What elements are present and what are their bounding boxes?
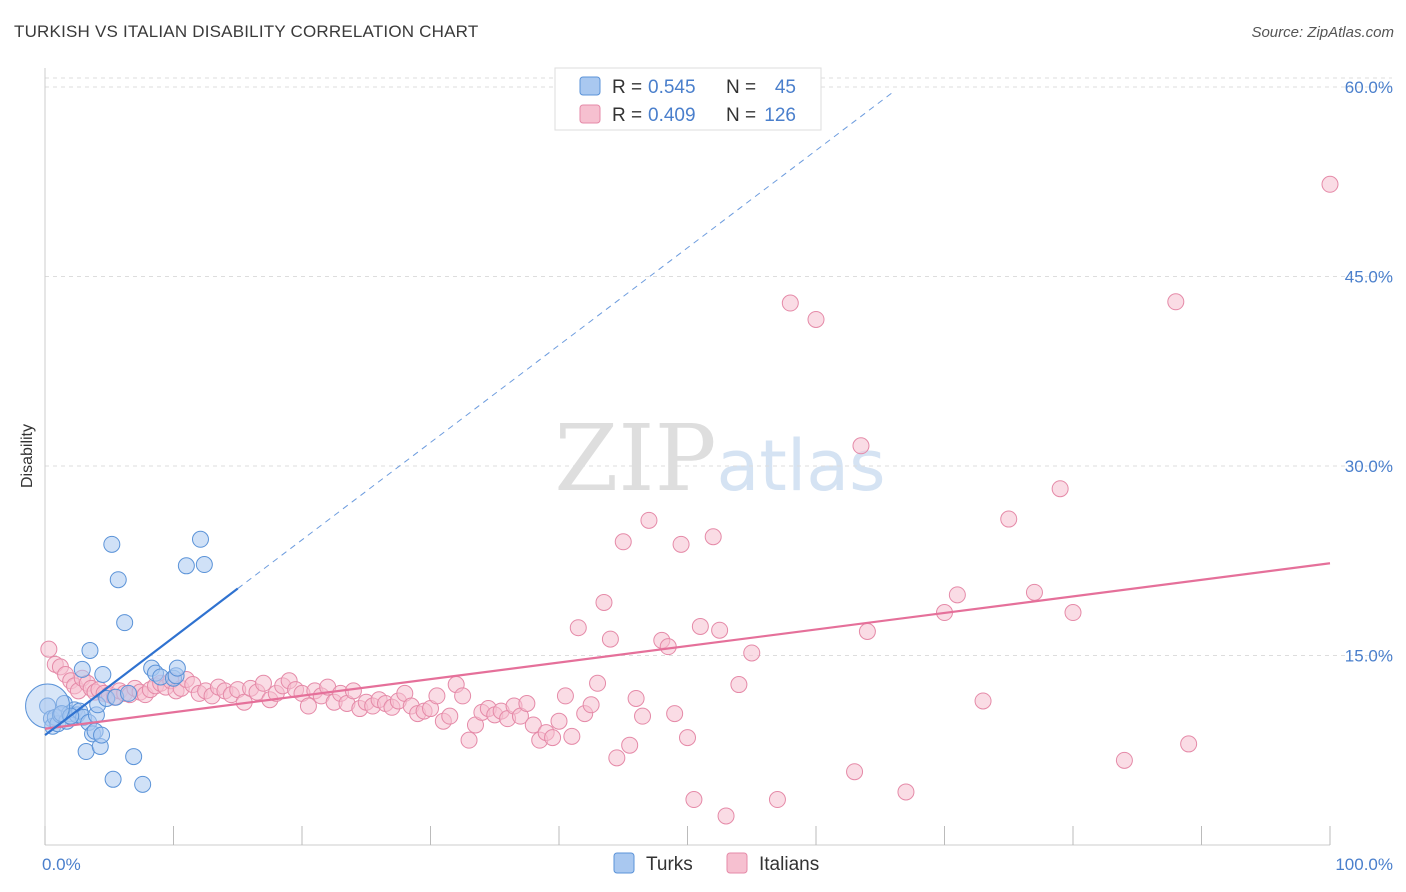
turks-point	[116, 614, 134, 632]
italians-point	[858, 622, 876, 640]
italians-point	[1180, 735, 1198, 753]
italians-point	[254, 674, 272, 692]
italians-point	[743, 644, 761, 662]
y-tick-label: 15.0%	[1345, 647, 1393, 666]
x-tick-label: 100.0%	[1335, 855, 1393, 874]
turks-point	[177, 557, 195, 575]
italians-point	[621, 736, 639, 754]
turks-point	[94, 665, 112, 683]
turks-point	[191, 530, 209, 548]
italians-point	[614, 533, 632, 551]
italians-point	[1000, 510, 1018, 528]
legend-bottom-label-turks: Turks	[646, 854, 693, 875]
turks-point	[125, 748, 143, 766]
italians-point	[608, 749, 626, 767]
italians-point	[852, 437, 870, 455]
turks-point	[134, 775, 152, 793]
italians-point	[807, 310, 825, 328]
italians-point	[685, 791, 703, 809]
italians-point	[1167, 293, 1185, 311]
turks-point	[73, 660, 91, 678]
italians-point	[846, 763, 864, 781]
turks-point	[103, 535, 121, 553]
italians-point	[704, 528, 722, 546]
watermark: ZIPatlas	[554, 405, 885, 512]
legend-bottom-swatch-turks	[613, 852, 635, 874]
italians-point	[550, 712, 568, 730]
italians-point	[40, 640, 58, 658]
legend-r-value: 0.409	[648, 105, 696, 126]
italians-point	[1115, 751, 1133, 769]
turks-point	[195, 556, 213, 574]
italians-point	[711, 621, 729, 639]
legend-n-label: N =	[726, 77, 756, 98]
italians-point	[595, 593, 613, 611]
italians-point	[666, 705, 684, 723]
italians-point	[974, 692, 992, 710]
turks-point	[104, 770, 122, 788]
italians-point	[634, 707, 652, 725]
italians-point	[441, 707, 459, 725]
legend-n-label: N =	[726, 105, 756, 126]
italians-point	[428, 687, 446, 705]
italians-point	[730, 676, 748, 694]
turks-point	[120, 684, 138, 702]
turks-point	[168, 659, 186, 677]
italians-point	[582, 696, 600, 714]
italians-point	[781, 294, 799, 312]
italians-point	[1051, 480, 1069, 498]
legend-n-value: 126	[764, 105, 796, 126]
legend-r-value: 0.545	[648, 77, 696, 98]
italians-point	[460, 731, 478, 749]
italians-point	[589, 674, 607, 692]
italians-trend-line	[44, 562, 1331, 730]
y-tick-label: 30.0%	[1345, 457, 1393, 476]
y-tick-label: 60.0%	[1345, 78, 1393, 97]
italians-point	[948, 586, 966, 604]
italians-point	[897, 783, 915, 801]
chart-title: TURKISH VS ITALIAN DISABILITY CORRELATIO…	[14, 22, 479, 41]
italians-point	[544, 729, 562, 747]
legend-r-label: R =	[612, 77, 642, 98]
italians-point	[524, 716, 542, 734]
legend-bottom-label-italians: Italians	[759, 854, 819, 875]
italians-point	[299, 697, 317, 715]
italians-point	[569, 619, 587, 637]
x-tick-label: 0.0%	[42, 855, 81, 874]
italians-point	[679, 729, 696, 747]
source-label: Source: ZipAtlas.com	[1251, 24, 1394, 41]
italians-point	[717, 807, 735, 825]
turks-point	[109, 571, 127, 589]
italians-point	[659, 638, 677, 656]
legend-r-label: R =	[612, 105, 642, 126]
italians-point	[691, 617, 709, 635]
turks-point	[81, 641, 99, 659]
legend-bottom-swatch-italians	[726, 852, 748, 874]
italians-point	[556, 687, 574, 705]
italians-point	[601, 630, 619, 648]
italians-point	[640, 511, 658, 529]
italians-point	[1064, 604, 1082, 622]
y-tick-label: 45.0%	[1345, 268, 1393, 287]
italians-point	[1025, 583, 1043, 601]
turks-point	[93, 726, 111, 744]
italians-point	[454, 687, 472, 705]
italians-point	[563, 727, 581, 745]
legend-n-value: 45	[775, 77, 796, 98]
turks-trend-line	[44, 587, 239, 736]
turks-trend-extension	[237, 91, 894, 589]
legend-swatch-turks	[579, 76, 601, 96]
italians-point	[768, 791, 786, 809]
italians-point	[1321, 175, 1339, 193]
italians-point	[518, 695, 536, 713]
italians-point	[672, 535, 690, 553]
italians-point	[627, 689, 645, 707]
legend-swatch-italians	[579, 104, 601, 124]
turks-point	[77, 743, 95, 761]
